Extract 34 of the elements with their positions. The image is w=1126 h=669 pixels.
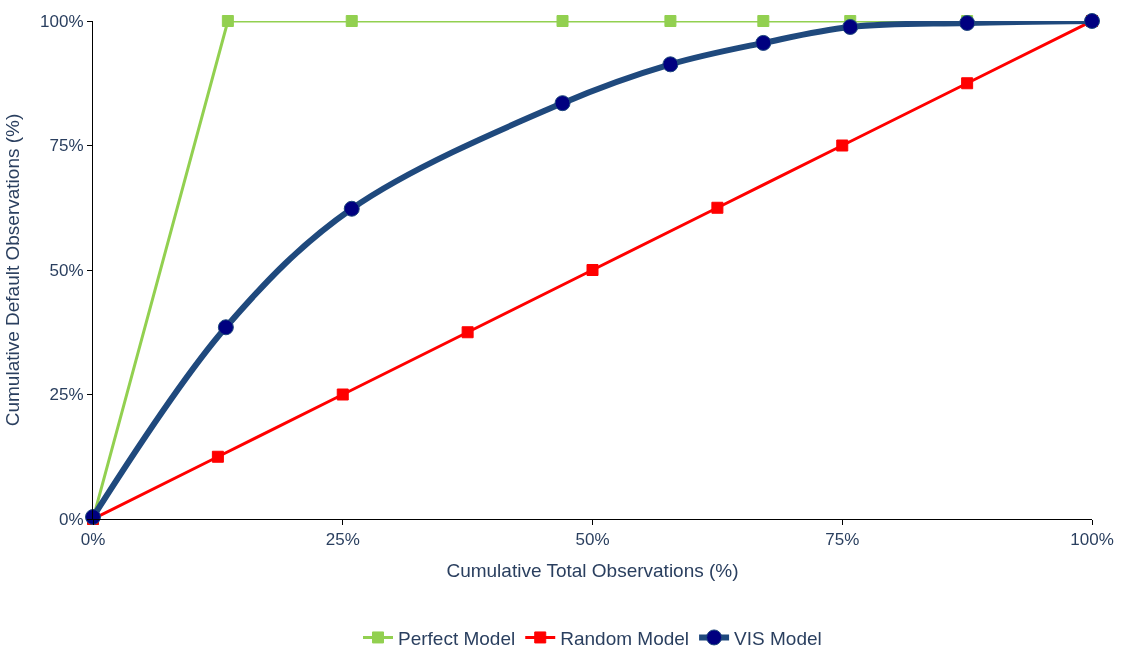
point: [217, 319, 234, 336]
point: [554, 95, 571, 112]
point: [959, 14, 976, 31]
point: [586, 264, 599, 276]
point: [842, 18, 859, 35]
point: [711, 201, 724, 214]
point: [336, 388, 349, 401]
y-tick-label: 100%: [40, 11, 84, 31]
point: [664, 15, 677, 27]
x-tick-label: 75%: [825, 530, 860, 550]
legend-label: VIS Model: [734, 627, 822, 649]
y-tick-label: 0%: [59, 509, 84, 529]
x-tick-label: 50%: [575, 530, 610, 550]
point: [556, 15, 569, 27]
point: [755, 34, 772, 51]
y-tick-label: 50%: [49, 260, 84, 280]
y-tick-label: 25%: [49, 385, 84, 405]
x-axis-title: Cumulative Total Observations (%): [446, 560, 739, 582]
point: [345, 15, 358, 27]
x-tick-label: 25%: [325, 530, 360, 550]
y-tick-label: 75%: [49, 136, 84, 156]
point: [461, 326, 474, 339]
x-tick-label: 0%: [80, 530, 106, 550]
point: [211, 450, 224, 463]
point: [221, 15, 234, 27]
legend-label: Perfect Model: [398, 627, 516, 649]
point: [343, 200, 360, 217]
point: [757, 15, 770, 27]
point: [836, 139, 849, 152]
x-tick-label: 100%: [1070, 530, 1114, 550]
point: [961, 77, 974, 90]
point: [662, 56, 679, 73]
legend-label: Random Model: [560, 627, 690, 649]
y-axis-title: Cumulative Default Observations (%): [1, 113, 23, 427]
